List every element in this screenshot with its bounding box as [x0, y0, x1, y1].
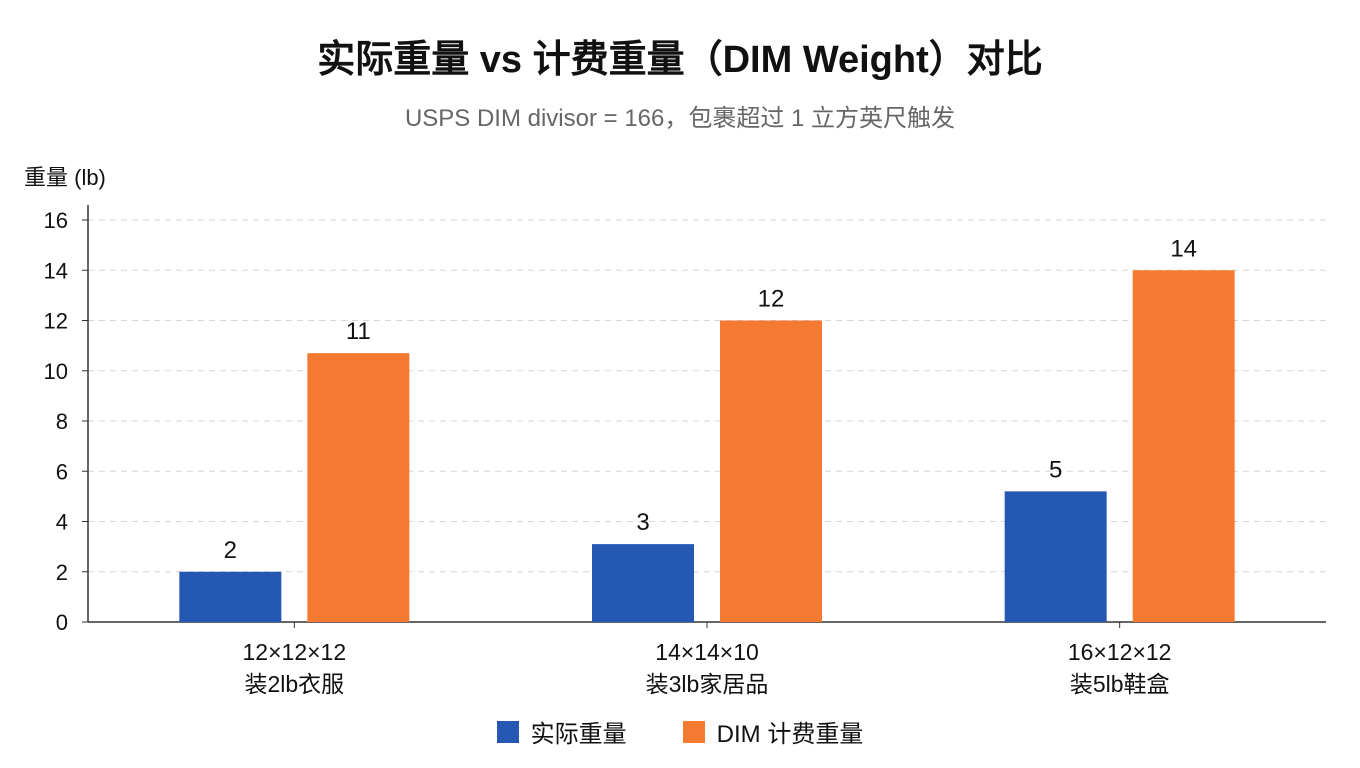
data-label: 3 — [636, 509, 649, 536]
x-tick-label: 装5lb鞋盒 — [1070, 671, 1170, 697]
legend-item-dim: DIM 计费重量 — [682, 714, 864, 749]
y-tick-label: 0 — [56, 610, 68, 635]
data-label: 12 — [758, 286, 785, 313]
bar — [592, 544, 694, 622]
data-label: 5 — [1049, 456, 1062, 483]
legend-item-actual: 实际重量 — [496, 714, 627, 749]
x-tick-label: 12×12×12 — [243, 639, 347, 665]
chart-subtitle: USPS DIM divisor = 166，包裹超过 1 立方英尺触发 — [404, 105, 956, 132]
data-label: 2 — [224, 537, 237, 564]
y-tick-label: 4 — [56, 510, 68, 535]
bar — [1132, 270, 1235, 622]
bar — [720, 320, 822, 622]
y-tick-label: 2 — [56, 560, 68, 585]
y-tick-label: 8 — [56, 409, 68, 434]
y-axis-label: 重量 (lb) — [24, 165, 106, 190]
legend-label-actual: 实际重量 — [530, 721, 627, 748]
bar — [307, 353, 410, 622]
y-tick-label: 14 — [44, 258, 68, 283]
x-tick-label: 14×14×10 — [655, 639, 759, 665]
data-label: 11 — [346, 318, 371, 345]
legend-swatch-actual — [496, 720, 519, 743]
y-tick-label: 12 — [44, 309, 68, 334]
x-tick-label: 16×12×12 — [1068, 639, 1172, 665]
x-tick-label: 装3lb家居品 — [646, 671, 769, 697]
legend-swatch-dim — [682, 720, 705, 743]
y-tick-label: 10 — [44, 359, 68, 384]
bar — [179, 571, 282, 622]
legend-label-dim: DIM 计费重量 — [716, 721, 864, 748]
y-tick-label: 16 — [44, 208, 68, 233]
x-tick-label: 装2lb衣服 — [244, 671, 344, 697]
y-tick-label: 6 — [56, 459, 68, 484]
bar-chart: 0 2 4 6 8 10 12 14 16 2 11 12×12×12 装2lb衣服 3 12 14×14×1… — [44, 205, 1326, 697]
data-label: 14 — [1170, 235, 1197, 262]
bar — [1004, 491, 1107, 622]
legend: 实际重量 DIM 计费重量 — [0, 714, 1360, 749]
chart-title: 实际重量 vs 计费重量（DIM Weight）对比 — [317, 39, 1043, 81]
